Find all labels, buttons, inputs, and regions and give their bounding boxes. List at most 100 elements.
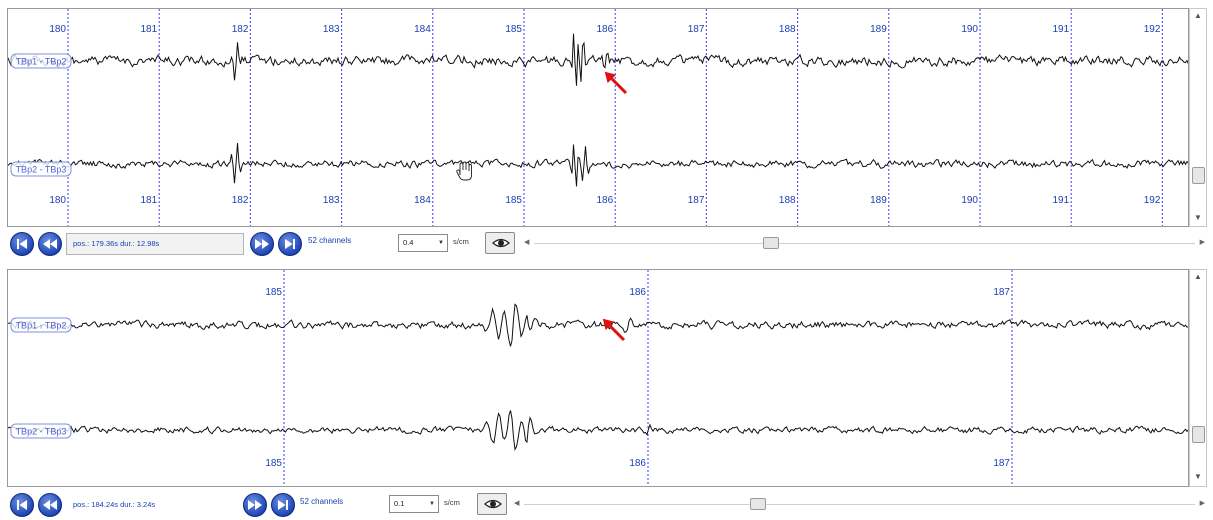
svg-text:TBp1 - TBp2: TBp1 - TBp2 xyxy=(16,57,67,67)
time-scrollbar[interactable]: ◀ ▶ xyxy=(512,497,1207,513)
skip-to-end-button[interactable] xyxy=(271,493,295,517)
eye-icon xyxy=(484,499,502,509)
time-tick-label: 180 xyxy=(49,24,66,35)
rewind-icon xyxy=(43,500,57,510)
time-scale-select[interactable]: 0.1 ▼ xyxy=(389,495,439,513)
position-text: pos.: 184.24s dur.: 3.24s xyxy=(73,500,156,509)
time-tick-label: 185 xyxy=(505,24,522,35)
view-toggle-button[interactable] xyxy=(477,493,507,515)
time-tick-label: 185 xyxy=(505,195,522,206)
channel-trace-tbp1-tbp2 xyxy=(8,33,1188,86)
time-tick-label: 182 xyxy=(232,195,249,206)
scrollbar-thumb[interactable] xyxy=(1192,167,1205,184)
time-tick-label: 188 xyxy=(779,195,796,206)
time-scale-value: 0.1 xyxy=(394,499,405,508)
scroll-right-arrow-icon[interactable]: ▶ xyxy=(1199,500,1205,507)
time-tick-label: 181 xyxy=(141,195,158,206)
scrollbar-track xyxy=(534,243,1195,244)
rewind-icon xyxy=(43,239,57,249)
scrollbar-thumb[interactable] xyxy=(762,237,779,249)
skip-to-end-button[interactable] xyxy=(278,232,302,256)
bottom-eeg-panel[interactable]: 185 186 187 185 186 187 TBp1 - TBp2 TBp2 - T… xyxy=(7,269,1189,487)
time-scale-select[interactable]: 0.4 ▼ xyxy=(398,234,448,252)
rewind-button[interactable] xyxy=(38,232,62,256)
scroll-right-arrow-icon[interactable]: ▶ xyxy=(1199,239,1205,246)
time-tick-label: 189 xyxy=(870,24,887,35)
time-tick-label: 180 xyxy=(49,195,66,206)
fast-forward-icon xyxy=(255,239,269,249)
bottom-playback-toolbar: pos.: 184.24s dur.: 3.24s 52 channels 0.… xyxy=(7,490,1207,520)
red-arrow-marker xyxy=(602,318,626,342)
svg-text:TBp2 - TBp3: TBp2 - TBp3 xyxy=(16,165,67,175)
time-tick-label: 185 xyxy=(265,287,282,298)
channel-trace-tbp2-tbp3 xyxy=(8,410,1188,451)
channel-trace-tbp2-tbp3 xyxy=(8,142,1188,187)
scroll-up-arrow-icon[interactable]: ▲ xyxy=(1194,272,1202,281)
skip-to-end-icon xyxy=(285,239,295,249)
time-tick-label: 192 xyxy=(1144,24,1161,35)
time-tick-label: 191 xyxy=(1053,195,1070,206)
channel-label-tbp1-tbp2[interactable]: TBp1 - TBp2 xyxy=(10,53,72,69)
hand-cursor-icon xyxy=(456,161,472,181)
channel-count-label: 52 channels xyxy=(308,236,352,245)
position-duration-display: pos.: 184.24s dur.: 3.24s xyxy=(66,494,236,516)
time-tick-label: 184 xyxy=(414,195,431,206)
time-tick-label: 192 xyxy=(1144,195,1161,206)
time-tick-label: 187 xyxy=(688,195,705,206)
time-tick-label: 187 xyxy=(993,458,1010,469)
time-scale-unit: s/cm xyxy=(444,498,460,507)
rewind-button[interactable] xyxy=(38,493,62,517)
channel-count-label: 52 channels xyxy=(300,497,344,506)
time-tick-label: 186 xyxy=(629,458,646,469)
time-tick-label: 186 xyxy=(629,287,646,298)
red-arrow-marker xyxy=(604,71,628,95)
top-vertical-scrollbar[interactable]: ▲ ▼ xyxy=(1189,8,1207,227)
top-eeg-canvas: 180 181 182 183 184 185 186 187 188 189 190 191 192 … xyxy=(8,9,1188,226)
svg-text:TBp2 - TBp3: TBp2 - TBp3 xyxy=(16,427,67,437)
scroll-down-arrow-icon[interactable]: ▼ xyxy=(1194,213,1202,222)
time-tick-label: 191 xyxy=(1053,24,1070,35)
time-tick-label: 190 xyxy=(961,195,978,206)
scroll-down-arrow-icon[interactable]: ▼ xyxy=(1194,472,1202,481)
skip-to-start-button[interactable] xyxy=(10,493,34,517)
skip-to-end-icon xyxy=(278,500,288,510)
svg-text:TBp1 - TBp2: TBp1 - TBp2 xyxy=(16,321,67,331)
time-tick-label: 181 xyxy=(141,24,158,35)
channel-label-tbp1-tbp2[interactable]: TBp1 - TBp2 xyxy=(10,317,72,333)
time-tick-label: 189 xyxy=(870,195,887,206)
skip-to-start-icon xyxy=(17,239,27,249)
fast-forward-button[interactable] xyxy=(243,493,267,517)
channel-label-tbp2-tbp3[interactable]: TBp2 - TBp3 xyxy=(10,161,72,177)
time-tick-label: 182 xyxy=(232,24,249,35)
time-tick-label: 187 xyxy=(688,24,705,35)
scroll-left-arrow-icon[interactable]: ◀ xyxy=(524,239,530,246)
time-tick-label: 187 xyxy=(993,287,1010,298)
dropdown-caret-icon: ▼ xyxy=(438,240,444,246)
top-eeg-panel[interactable]: 180 181 182 183 184 185 186 187 188 189 190 191 192 … xyxy=(7,8,1189,227)
time-tick-label: 186 xyxy=(597,24,614,35)
scrollbar-thumb[interactable] xyxy=(1192,426,1205,443)
time-tick-label: 188 xyxy=(779,24,796,35)
eye-icon xyxy=(492,238,510,248)
bottom-eeg-canvas: 185 186 187 185 186 187 TBp1 - TBp2 TBp2 - T… xyxy=(8,270,1188,486)
skip-to-start-icon xyxy=(17,500,27,510)
fast-forward-icon xyxy=(248,500,262,510)
time-scrollbar[interactable]: ◀ ▶ xyxy=(522,236,1207,252)
time-scale-value: 0.4 xyxy=(403,238,414,247)
time-tick-label: 186 xyxy=(597,195,614,206)
bottom-vertical-scrollbar[interactable]: ▲ ▼ xyxy=(1189,269,1207,487)
channel-label-tbp2-tbp3[interactable]: TBp2 - TBp3 xyxy=(10,423,72,439)
time-tick-label: 184 xyxy=(414,24,431,35)
scroll-left-arrow-icon[interactable]: ◀ xyxy=(514,500,520,507)
scroll-up-arrow-icon[interactable]: ▲ xyxy=(1194,11,1202,20)
time-tick-label: 190 xyxy=(961,24,978,35)
time-scale-unit: s/cm xyxy=(453,237,469,246)
position-text: pos.: 179.36s dur.: 12.98s xyxy=(73,239,160,248)
top-playback-toolbar: pos.: 179.36s dur.: 12.98s 52 channels 0… xyxy=(7,229,1207,259)
skip-to-start-button[interactable] xyxy=(10,232,34,256)
scrollbar-thumb[interactable] xyxy=(749,498,766,510)
view-toggle-button[interactable] xyxy=(485,232,515,254)
position-duration-display: pos.: 179.36s dur.: 12.98s xyxy=(66,233,244,255)
scrollbar-track xyxy=(524,504,1195,505)
fast-forward-button[interactable] xyxy=(250,232,274,256)
